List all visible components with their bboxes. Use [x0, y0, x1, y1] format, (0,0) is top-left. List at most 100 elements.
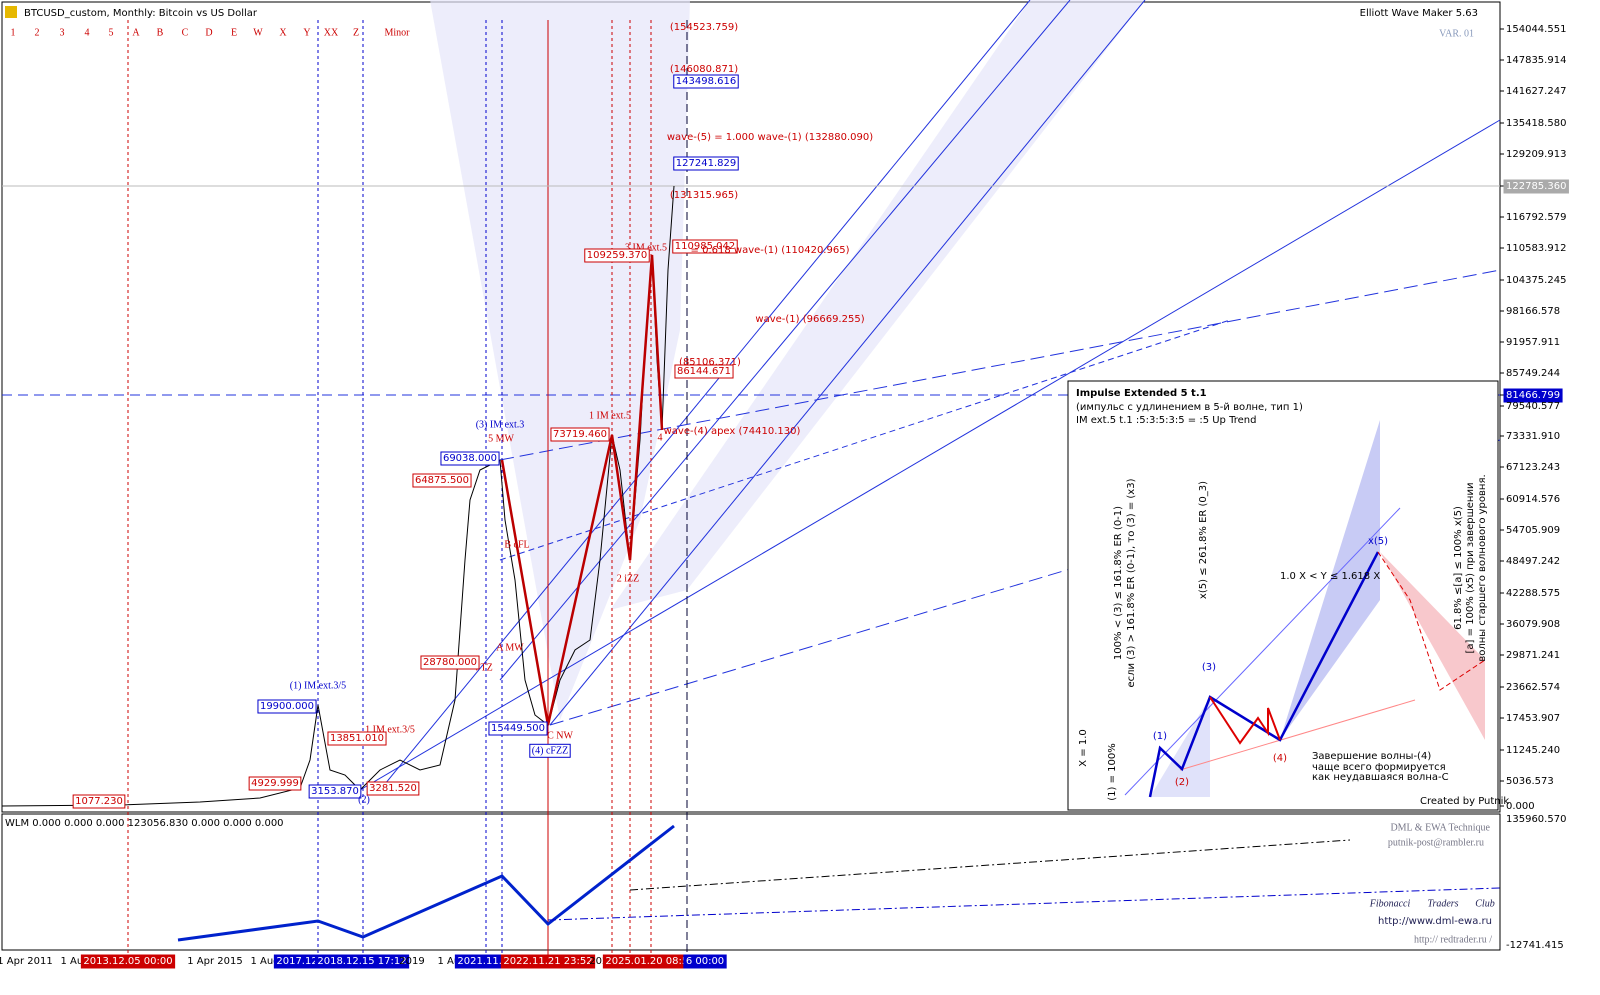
- footer-site: http:// redtrader.ru /: [1414, 934, 1492, 945]
- time-label: 1 Aug: [60, 956, 89, 967]
- indicator-name: Elliott Wave Maker 5.63: [1360, 8, 1478, 19]
- label-box: [80, 954, 176, 969]
- wave-button[interactable]: 1: [11, 27, 16, 38]
- time-label: 2019: [399, 956, 424, 967]
- label-box: [673, 74, 739, 89]
- time-label: 1 Aug: [250, 956, 279, 967]
- label-box: [550, 427, 610, 442]
- price-label: 42288.575: [1506, 588, 1560, 599]
- panel-wave: (2): [1175, 777, 1189, 788]
- wave-label: 3281.520: [369, 783, 417, 794]
- price-label: 23662.574: [1506, 682, 1560, 693]
- price-label: 122785.360: [1506, 181, 1566, 192]
- layout: [1, 0, 1501, 955]
- price-label: 147835.914: [1506, 55, 1566, 66]
- wave-label: 86144.671: [677, 366, 731, 377]
- panel-wave: (1): [1153, 731, 1167, 742]
- price-label: 54705.909: [1506, 525, 1560, 536]
- price-label: 98166.578: [1506, 306, 1560, 317]
- time-label: 2021.11.10: [457, 956, 514, 967]
- label-box: [308, 784, 362, 799]
- wave-button[interactable]: D: [205, 27, 212, 38]
- time-label: 2022.11.21 23:52: [503, 956, 592, 967]
- panel-note: как неудавшаяся волна-С: [1312, 772, 1449, 783]
- panel-formula: IM ext.5 t.1 :5:3:5:3:5 = :5 Up Trend: [1076, 415, 1256, 426]
- wave-label: 19900.000: [260, 701, 314, 712]
- time-label: 2024: [589, 956, 614, 967]
- wave-button[interactable]: Z: [353, 27, 359, 38]
- panel-note: (1) = 100%: [1107, 743, 1118, 801]
- wave-label: 28780.000: [423, 657, 477, 668]
- label-box: [72, 794, 126, 809]
- panel-note: 100% < (3) ≤ 161.8% ER (0-1): [1113, 506, 1124, 660]
- panel-note: Завершение волны-(4): [1312, 751, 1431, 762]
- wave-label: 127241.829: [676, 158, 736, 169]
- wave-label: 109259.370: [587, 250, 647, 261]
- label-box: [1503, 179, 1569, 194]
- label-box: [488, 721, 548, 736]
- label-box: [672, 239, 738, 254]
- wave-label: wave-(1) (96669.255): [755, 314, 864, 325]
- wave-button[interactable]: C: [182, 27, 189, 38]
- wave-label: 4: [658, 432, 663, 443]
- wave-button[interactable]: 2: [35, 27, 40, 38]
- wave-button[interactable]: B: [157, 27, 164, 38]
- wave-button[interactable]: XX: [324, 27, 339, 38]
- price-label: 110583.912: [1506, 243, 1566, 254]
- wave-button[interactable]: 3: [60, 27, 65, 38]
- label-box: [257, 699, 317, 714]
- wave-label: (1) IM ext.3/5: [290, 680, 346, 691]
- wave-label: 4929.999: [251, 778, 299, 789]
- price-label: 0.000: [1506, 801, 1535, 812]
- price-label: 141627.247: [1506, 86, 1566, 97]
- wave-label: (2): [358, 794, 370, 805]
- time-label: 6 00:00: [686, 956, 724, 967]
- label-box: [412, 473, 472, 488]
- wave-button[interactable]: Y: [303, 27, 310, 38]
- time-label: 2025.01.20 08:56: [605, 956, 694, 967]
- wave-label: 13851.010: [330, 733, 384, 744]
- label-box: [674, 364, 734, 379]
- wave-label: 110985.042: [675, 241, 735, 252]
- wave-button[interactable]: A: [132, 27, 140, 38]
- variant: VAR. 01: [1439, 28, 1474, 39]
- wave-button[interactable]: 4: [85, 27, 90, 38]
- label-box: [366, 781, 420, 796]
- panel-note: 1.0 X < Y ≤ 1.618 X: [1280, 571, 1380, 582]
- footer-email: putnik-post@rambler.ru: [1388, 837, 1484, 848]
- wave-button[interactable]: E: [231, 27, 237, 38]
- indicator-label: WLM 0.000 0.000 0.000 123056.830 0.000 0…: [5, 818, 284, 829]
- panel-note: если (3) > 161.8% ER (0-1), то (3) = (x3…: [1126, 478, 1137, 687]
- wave-label: 5 MW: [488, 433, 514, 444]
- wave-label: 3153.870: [311, 786, 359, 797]
- wave-button[interactable]: W: [253, 27, 263, 38]
- panel-note: x(5) ≤ 261.8% ER (0_3): [1198, 481, 1209, 599]
- price-label: 29871.241: [1506, 650, 1560, 661]
- wave-label: (131315.965): [670, 190, 738, 201]
- price-label: 104375.245: [1506, 275, 1566, 286]
- wave-label: 1 IM ext.3/5: [365, 724, 415, 735]
- time-label: 1 Apr 2011: [0, 956, 53, 967]
- wave-label: 64875.500: [415, 475, 469, 486]
- footer-club: Club: [1475, 898, 1494, 909]
- symbol-title: BTCUSD_custom, Monthly: Bitcoin vs US Do…: [24, 8, 258, 19]
- wave-button[interactable]: Minor: [385, 27, 411, 38]
- wave-button[interactable]: 5: [109, 27, 114, 38]
- footer-site: http://www.dml-ewa.ru: [1378, 916, 1492, 927]
- wave-label: 73719.460: [553, 429, 607, 440]
- wave-button[interactable]: X: [279, 27, 287, 38]
- panel-wave: x(5): [1368, 536, 1388, 547]
- panel-note: Created by Putnik: [1420, 796, 1509, 807]
- wave-label: 1077.230: [75, 796, 123, 807]
- time-label: 2013.12.05 00:00: [83, 956, 172, 967]
- time-label: 2017.12.17: [276, 956, 333, 967]
- wave-label: 2 iZZ: [617, 573, 640, 584]
- footer-club: Traders: [1427, 898, 1458, 909]
- label-box: [529, 743, 571, 758]
- footer-technique: DML & EWA Technique: [1390, 822, 1490, 833]
- panel-note: чаще всего формируется: [1312, 762, 1446, 773]
- wave-label: = 0.618 wave-(1) (110420.965): [691, 245, 850, 256]
- label-box: [673, 156, 739, 171]
- label-box: [500, 954, 596, 969]
